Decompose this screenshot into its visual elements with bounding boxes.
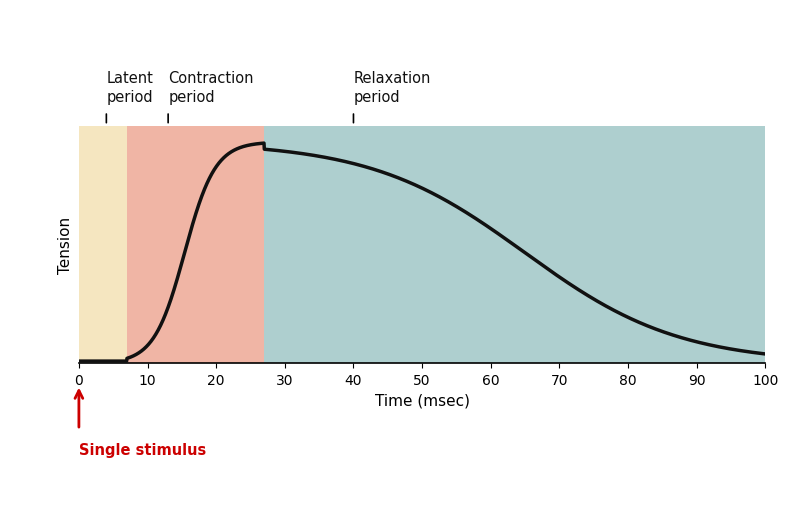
Bar (264, 126, 765, 364)
Text: Relaxation
period: Relaxation period (353, 71, 431, 105)
Text: Single stimulus: Single stimulus (79, 442, 206, 457)
Bar (127, 126, 264, 364)
Y-axis label: Tension: Tension (58, 217, 73, 273)
Text: Latent
period: Latent period (107, 71, 153, 105)
Text: Contraction
period: Contraction period (168, 71, 253, 105)
X-axis label: Time (msec): Time (msec) (375, 393, 469, 408)
Bar (79, 126, 127, 364)
